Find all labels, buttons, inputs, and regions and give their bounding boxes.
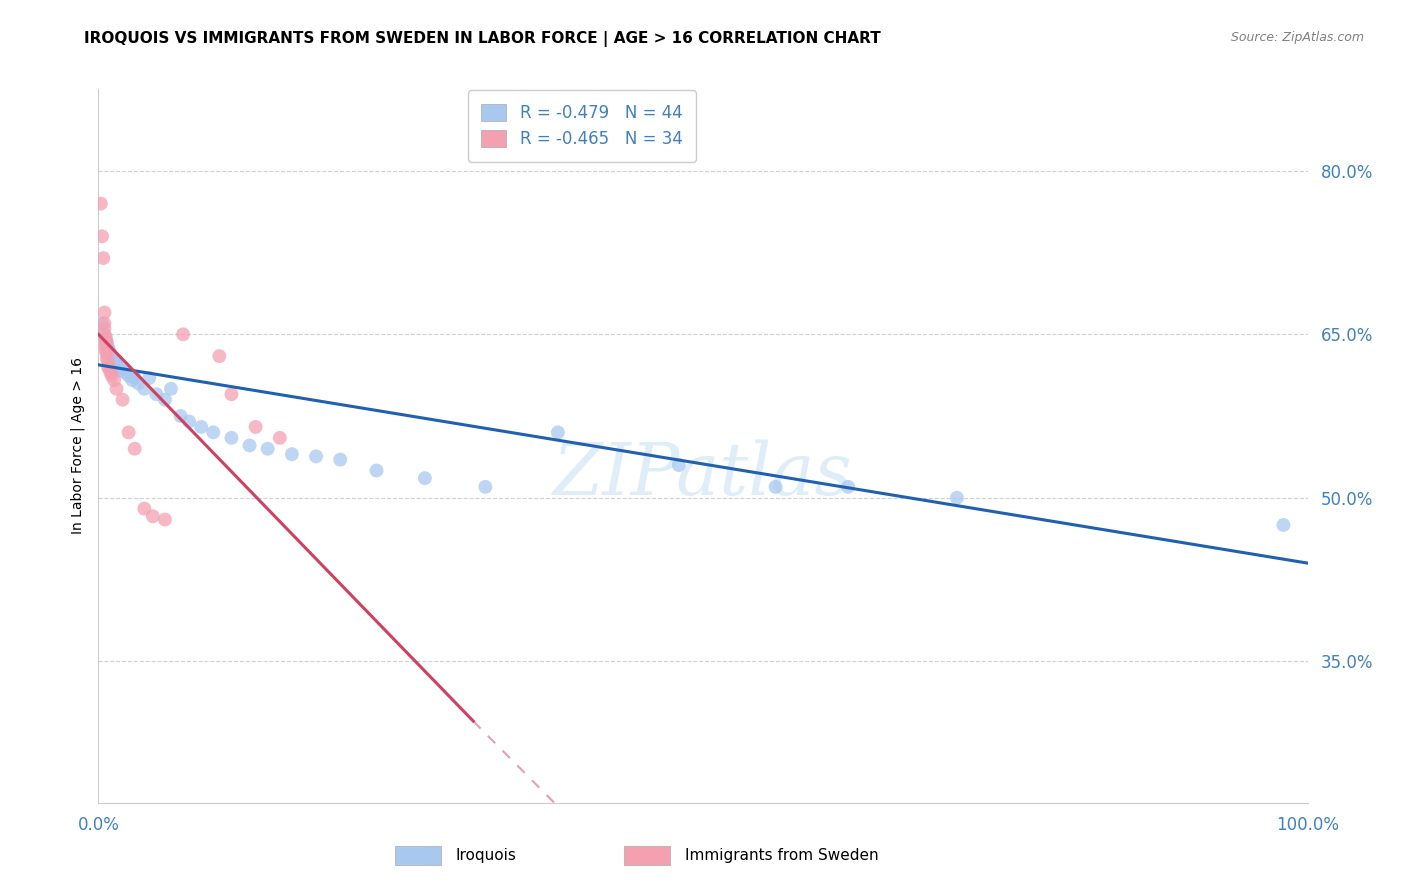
- Point: [221, 387, 243, 401]
- Point: [124, 371, 146, 385]
- Point: [104, 358, 127, 372]
- Point: [101, 351, 124, 366]
- Point: [91, 317, 114, 331]
- Point: [90, 196, 112, 211]
- Point: [93, 317, 115, 331]
- Point: [153, 512, 176, 526]
- Point: [91, 251, 114, 265]
- Point: [97, 359, 120, 374]
- Point: [94, 336, 117, 351]
- Point: [134, 501, 156, 516]
- Point: [108, 363, 131, 377]
- Point: [91, 229, 114, 244]
- Point: [124, 442, 146, 456]
- Point: [134, 382, 156, 396]
- Point: [114, 366, 136, 380]
- Point: [97, 340, 120, 354]
- Point: [172, 327, 194, 342]
- FancyBboxPatch shape: [395, 847, 440, 865]
- Point: [329, 452, 352, 467]
- Point: [239, 438, 262, 452]
- Point: [118, 368, 141, 383]
- Point: [94, 340, 117, 354]
- Point: [93, 327, 115, 342]
- Point: [98, 343, 121, 358]
- Point: [221, 431, 243, 445]
- Point: [93, 305, 115, 319]
- Point: [100, 349, 122, 363]
- Point: [94, 333, 117, 347]
- Point: [153, 392, 176, 407]
- Point: [142, 509, 165, 524]
- Point: [94, 333, 117, 347]
- Point: [202, 425, 225, 440]
- Point: [138, 371, 160, 385]
- Point: [305, 450, 328, 464]
- Point: [1272, 518, 1295, 533]
- Point: [96, 334, 118, 349]
- Point: [668, 458, 690, 472]
- Point: [105, 382, 128, 396]
- Point: [256, 442, 278, 456]
- Point: [208, 349, 231, 363]
- Point: [107, 359, 129, 374]
- Point: [98, 362, 121, 376]
- Point: [145, 387, 167, 401]
- Text: IROQUOIS VS IMMIGRANTS FROM SWEDEN IN LABOR FORCE | AGE > 16 CORRELATION CHART: IROQUOIS VS IMMIGRANTS FROM SWEDEN IN LA…: [84, 31, 882, 47]
- Point: [103, 354, 125, 368]
- Point: [179, 415, 201, 429]
- Point: [100, 368, 122, 383]
- Point: [94, 343, 117, 358]
- Point: [366, 463, 388, 477]
- Point: [97, 354, 120, 368]
- Point: [93, 322, 115, 336]
- Point: [96, 351, 118, 366]
- Point: [169, 409, 191, 423]
- Point: [837, 480, 859, 494]
- Point: [111, 392, 134, 407]
- Point: [103, 373, 125, 387]
- FancyBboxPatch shape: [624, 847, 671, 865]
- Text: Source: ZipAtlas.com: Source: ZipAtlas.com: [1230, 31, 1364, 45]
- Point: [946, 491, 969, 505]
- Point: [111, 359, 134, 374]
- Point: [547, 425, 569, 440]
- Point: [118, 425, 141, 440]
- Point: [96, 338, 118, 352]
- Point: [413, 471, 436, 485]
- Point: [765, 480, 787, 494]
- Point: [100, 366, 122, 380]
- Point: [121, 373, 143, 387]
- Point: [281, 447, 304, 461]
- Point: [269, 431, 291, 445]
- Point: [160, 382, 183, 396]
- Point: [474, 480, 496, 494]
- Point: [94, 329, 117, 343]
- Legend: R = -0.479   N = 44, R = -0.465   N = 34: R = -0.479 N = 44, R = -0.465 N = 34: [468, 90, 696, 161]
- Point: [190, 420, 212, 434]
- Text: ZIPatlas: ZIPatlas: [553, 439, 853, 510]
- Point: [127, 376, 149, 391]
- Point: [96, 347, 118, 361]
- Point: [100, 347, 122, 361]
- Text: Immigrants from Sweden: Immigrants from Sweden: [685, 848, 879, 863]
- Point: [245, 420, 267, 434]
- Text: Iroquois: Iroquois: [456, 848, 516, 863]
- Y-axis label: In Labor Force | Age > 16: In Labor Force | Age > 16: [70, 358, 84, 534]
- Point: [105, 354, 128, 368]
